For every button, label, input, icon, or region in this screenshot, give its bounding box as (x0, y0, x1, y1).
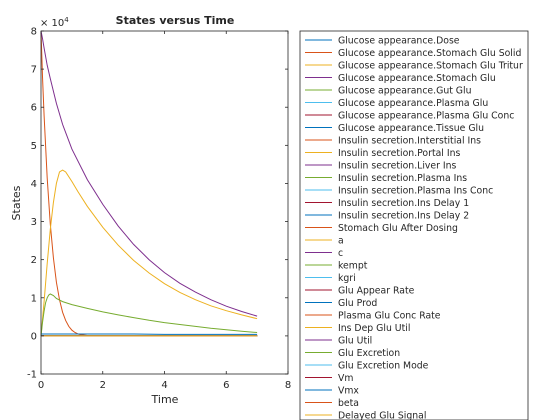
y-axis-label: States (10, 185, 23, 220)
y-tick-label: 0 (31, 331, 37, 342)
legend-label: Glucose appearance.Tissue Glu (338, 123, 484, 134)
legend-label: a (338, 236, 344, 247)
legend-label: Glu Excretion (338, 348, 400, 359)
legend-label: Insulin secretion.Plasma Ins Conc (338, 186, 493, 197)
legend-label: Insulin secretion.Portal Ins (338, 148, 460, 159)
legend-box (299, 30, 529, 420)
y-tick-label: 2 (31, 255, 37, 266)
chart-title: States versus Time (116, 14, 235, 27)
legend-label: Glucose appearance.Plasma Glu (338, 98, 488, 109)
legend-label: Glucose appearance.Plasma Glu Conc (338, 111, 514, 122)
series-line-4 (40, 30, 258, 317)
y-tick-label: 3 (31, 217, 37, 228)
legend-label: Glu Prod (338, 298, 377, 309)
x-axis-label: Time (151, 393, 179, 406)
legend-label: Glu Excretion Mode (338, 361, 429, 372)
legend-label: Glucose appearance.Stomach Glu Solid (338, 48, 521, 59)
series-line-5 (40, 293, 258, 336)
legend-label: Plasma Glu Conc Rate (338, 311, 441, 322)
exponent-base: × 10 (40, 18, 64, 29)
legend-label: Insulin secretion.Plasma Ins (338, 173, 467, 184)
series-line-2 (40, 30, 91, 337)
y-tick-label: 5 (31, 141, 37, 152)
legend-label: Vmx (338, 386, 359, 397)
legend-label: Glu Util (338, 336, 372, 347)
plot-lines (40, 30, 258, 337)
legend-label: Glu Appear Rate (338, 286, 415, 297)
legend-label: Vm (338, 373, 353, 384)
legend-label: beta (338, 398, 359, 409)
y-tick-label: -1 (27, 370, 37, 381)
y-tick-label: 6 (31, 103, 37, 114)
y-tick-label: 1 (31, 293, 37, 304)
legend-label: Insulin secretion.Interstitial Ins (338, 136, 481, 147)
y-tick-label: 8 (31, 27, 37, 38)
legend-label: kempt (338, 261, 368, 272)
y-tick-label: 7 (31, 65, 37, 76)
legend-label: kgri (338, 273, 356, 284)
x-tick-label: 6 (223, 380, 229, 391)
legend-label: Ins Dep Glu Util (338, 323, 410, 334)
y-tick-label: 4 (31, 179, 37, 190)
legend-label: Glucose appearance.Stomach Glu Tritur (338, 61, 523, 72)
legend-label: Glucose appearance.Stomach Glu (338, 73, 496, 84)
legend-label: Insulin secretion.Ins Delay 2 (338, 211, 469, 222)
legend-label: Insulin secretion.Liver Ins (338, 161, 457, 172)
series-line-3 (40, 169, 258, 336)
exponent-label: × 104 (40, 16, 69, 29)
legend-label: Stomach Glu After Dosing (338, 223, 458, 234)
legend-label: Delayed Glu Signal (338, 411, 426, 420)
legend-label: c (338, 248, 343, 259)
legend-label: Glucose appearance.Gut Glu (338, 86, 472, 97)
x-tick-label: 2 (100, 380, 106, 391)
x-tick-label: 8 (285, 380, 291, 391)
legend-label: Glucose appearance.Dose (338, 36, 460, 47)
x-tick-label: 0 (38, 380, 44, 391)
legend-label: Insulin secretion.Ins Delay 1 (338, 198, 469, 209)
exponent-power: 4 (64, 16, 69, 24)
x-tick-label: 4 (161, 380, 167, 391)
